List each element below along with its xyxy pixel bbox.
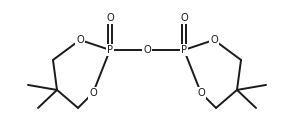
Text: O: O xyxy=(180,13,188,23)
Text: O: O xyxy=(210,35,218,45)
Text: O: O xyxy=(106,13,114,23)
Text: O: O xyxy=(89,88,97,98)
Text: O: O xyxy=(76,35,84,45)
Text: P: P xyxy=(181,45,187,55)
Text: P: P xyxy=(107,45,113,55)
Text: O: O xyxy=(143,45,151,55)
Text: O: O xyxy=(197,88,205,98)
